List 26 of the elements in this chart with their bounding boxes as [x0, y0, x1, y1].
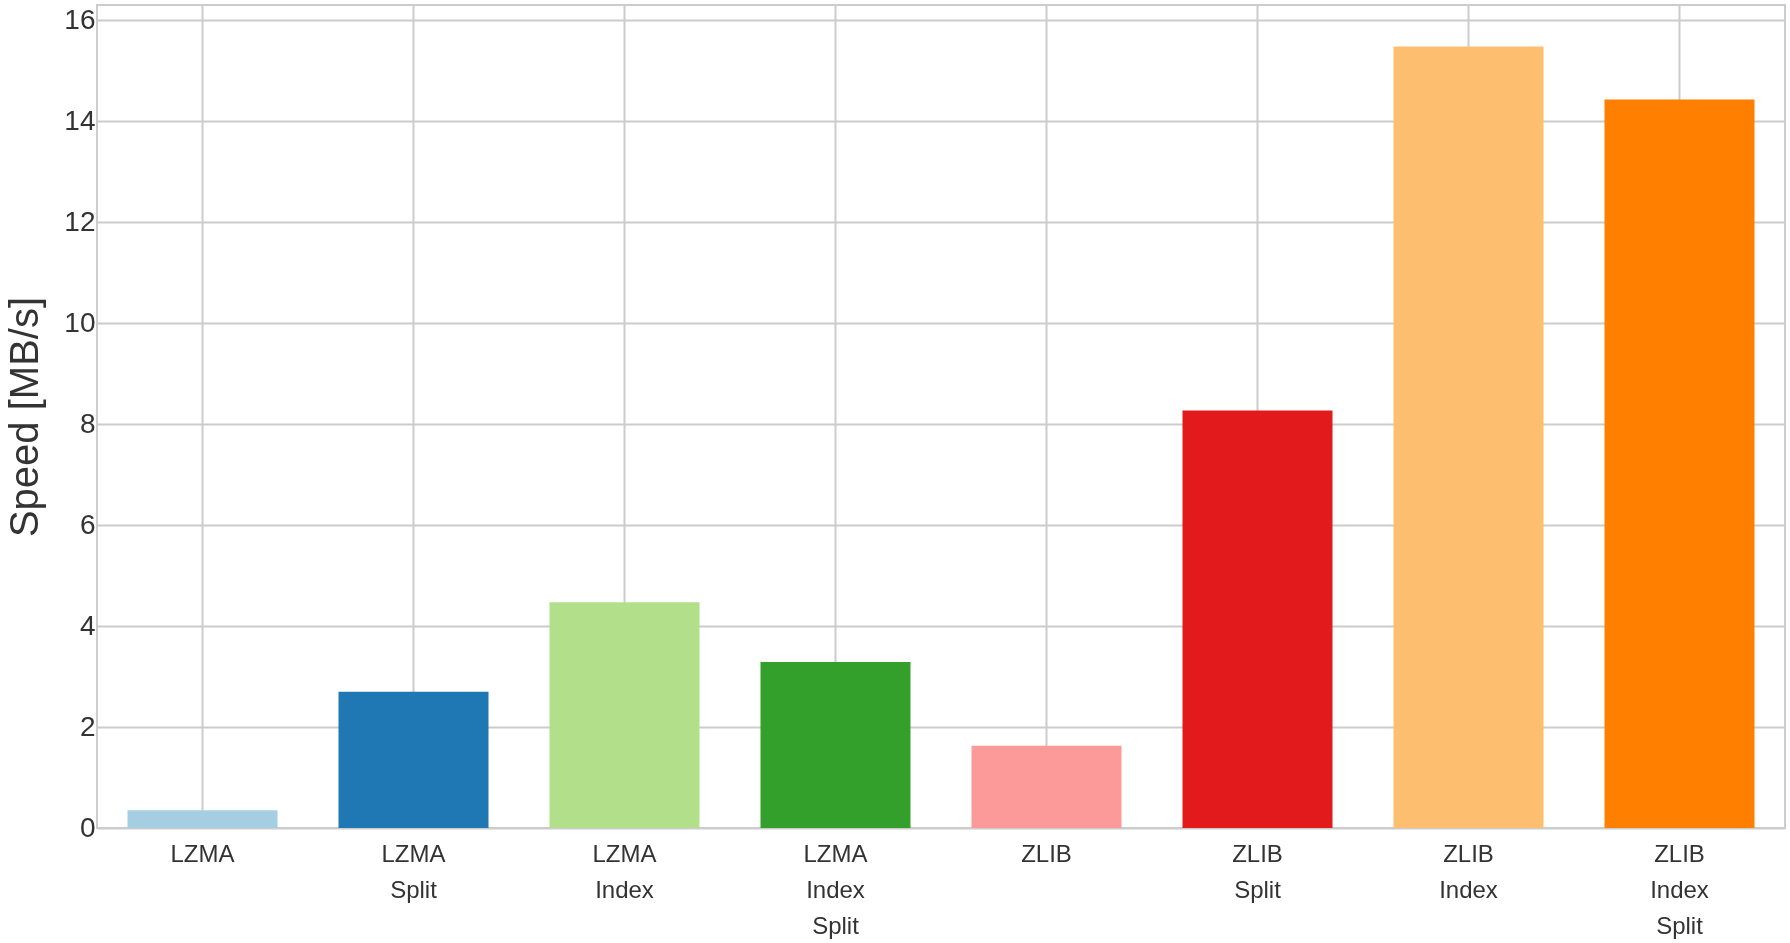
x-tick-label: ZLIB	[1021, 839, 1072, 867]
bar	[1604, 99, 1755, 828]
x-tick-label: LZMA Index Split	[803, 839, 868, 939]
y-tick-label: 14	[64, 104, 96, 136]
x-tick-label: LZMA	[170, 839, 235, 867]
bar	[549, 602, 700, 828]
bar	[338, 691, 489, 828]
x-tick-label: LZMA Index	[592, 839, 657, 903]
bar	[1182, 410, 1333, 828]
y-tick-label: 8	[79, 407, 96, 439]
y-tick-label: 4	[79, 609, 96, 641]
bar	[1393, 46, 1544, 828]
x-tick-label: ZLIB Index Split	[1650, 839, 1709, 939]
y-tick-label: 12	[64, 205, 96, 237]
y-tick-label: 2	[79, 710, 96, 742]
y-tick-label: 0	[79, 811, 96, 843]
x-tick-label: ZLIB Split	[1232, 839, 1283, 903]
x-tick-label: ZLIB Index	[1439, 839, 1498, 903]
x-tick-label: LZMA Split	[381, 839, 446, 903]
y-axis-title: Speed [MB/s]	[2, 296, 47, 538]
y-tick-label: 10	[64, 306, 96, 338]
bar	[760, 661, 911, 828]
y-tick-label: 6	[79, 508, 96, 540]
bar	[127, 810, 278, 828]
y-tick-label: 16	[64, 3, 96, 35]
bar	[971, 745, 1122, 828]
